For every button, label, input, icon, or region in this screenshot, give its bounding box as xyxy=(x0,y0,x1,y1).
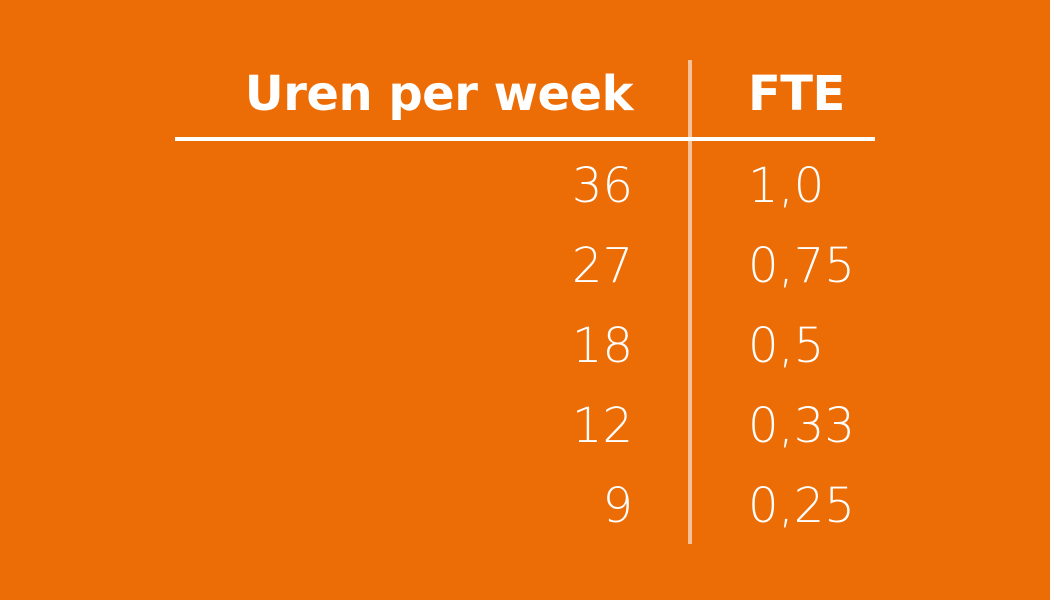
table-cell: 1,0 xyxy=(748,158,825,214)
table-cell: 0,33 xyxy=(748,398,855,454)
table-cell: 0,5 xyxy=(748,318,825,374)
header-rule xyxy=(175,137,875,141)
table-cell: 36 xyxy=(571,158,633,214)
header-cell: FTE xyxy=(748,66,845,122)
column-divider xyxy=(688,60,692,544)
table-cell: 27 xyxy=(571,238,633,294)
table-cell: 18 xyxy=(571,318,633,374)
table-cell: 0,75 xyxy=(748,238,855,294)
header-cell: Uren per week xyxy=(244,66,634,122)
table-cell: 12 xyxy=(571,398,633,454)
table-cell: 0,25 xyxy=(748,478,855,534)
table-cell: 9 xyxy=(602,478,633,534)
